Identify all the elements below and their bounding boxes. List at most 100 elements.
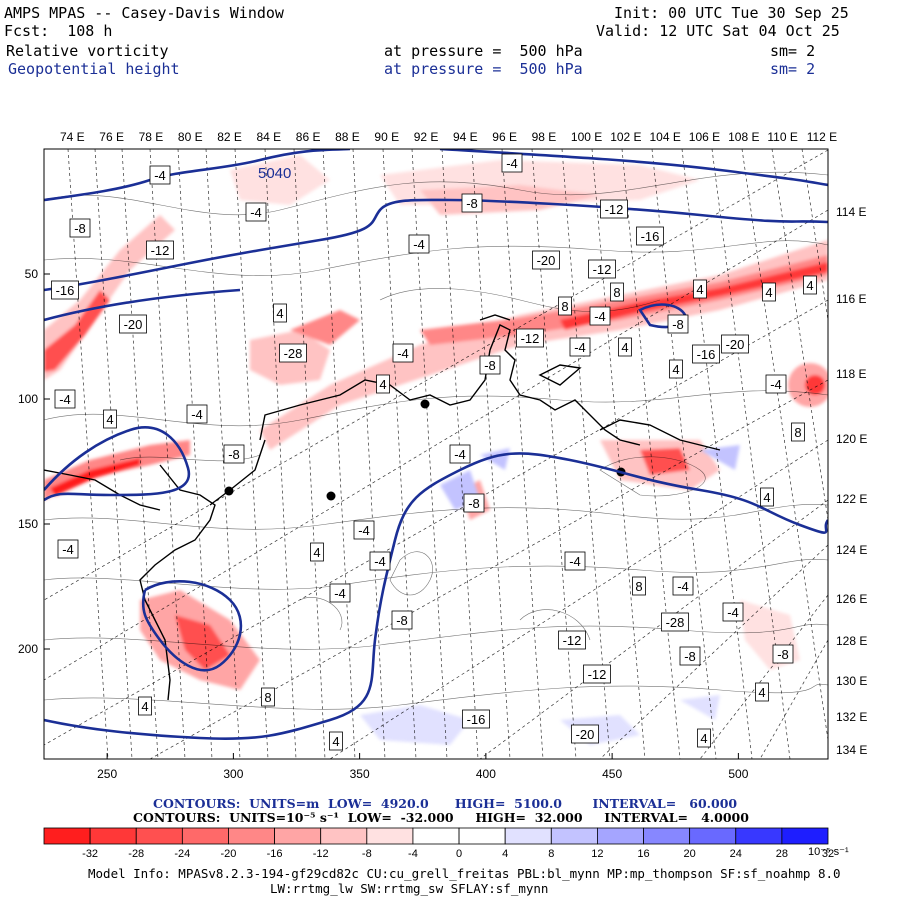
bottom-x-label: 500 bbox=[728, 767, 748, 781]
vort-label: -4 bbox=[727, 605, 739, 620]
vort-label-box bbox=[558, 296, 572, 316]
model-info-line2: LW:rrtmg_lw SW:rrtmg_sw SFLAY:sf_mynn bbox=[270, 881, 549, 896]
right-lon-label: 124 E bbox=[836, 543, 867, 557]
right-lon-label: 122 E bbox=[836, 492, 867, 506]
vort-label: -8 bbox=[484, 358, 496, 373]
vort-label: 4 bbox=[621, 340, 628, 355]
right-lon-label: 126 E bbox=[836, 592, 867, 606]
top-lon-label: 76 E bbox=[99, 130, 124, 144]
vort-label: -4 bbox=[374, 554, 386, 569]
vort-label-box bbox=[462, 709, 490, 729]
vort-label: -28 bbox=[666, 615, 685, 630]
bottom-x-axis-labels: 250 300 350 400 450 500 bbox=[97, 753, 749, 781]
vort-label-box bbox=[532, 250, 560, 270]
vort-label-box bbox=[57, 539, 79, 559]
left-y-label: 200 bbox=[18, 642, 38, 656]
colorbar-swatch bbox=[89, 827, 137, 845]
colorbar-swatch bbox=[181, 827, 229, 845]
colorbar-tick-label: 24 bbox=[730, 848, 742, 860]
vort-label: -8 bbox=[396, 613, 408, 628]
vort-label: -12 bbox=[151, 243, 170, 258]
right-lon-label: 128 E bbox=[836, 634, 867, 648]
vort-label-box bbox=[558, 630, 586, 650]
vort-label: 4 bbox=[763, 490, 770, 505]
vort-label-box bbox=[583, 664, 611, 684]
colorbar-swatch bbox=[735, 827, 783, 845]
colorbar-swatch bbox=[643, 827, 691, 845]
vorticity-contour-info: CONTOURS: UNITS=10⁻⁵ s⁻¹ LOW= -32.000 HI… bbox=[133, 810, 749, 825]
vort-label-box bbox=[692, 344, 720, 364]
vort-label-box bbox=[54, 389, 76, 409]
colorbar-swatch bbox=[135, 827, 183, 845]
vort-label: -4 bbox=[574, 340, 586, 355]
left-y-label: 100 bbox=[18, 392, 38, 406]
vort-label: -8 bbox=[228, 447, 240, 462]
vort-label: -4 bbox=[62, 542, 74, 557]
vort-label: 4 bbox=[765, 285, 772, 300]
vort-label-box bbox=[103, 409, 117, 429]
vort-label: -4 bbox=[334, 586, 346, 601]
vort-label-box bbox=[672, 576, 694, 596]
vort-label-box bbox=[329, 583, 351, 603]
vort-label: 4 bbox=[700, 731, 707, 746]
vort-label-box bbox=[564, 551, 586, 571]
vort-label-box bbox=[772, 644, 794, 664]
top-longitude-labels: 74 E 76 E 78 E 80 E 82 E 84 E 86 E 88 E 90 E 92 E… bbox=[60, 130, 837, 144]
vort-label: 8 bbox=[635, 579, 642, 594]
colorbar-tick-label: 20 bbox=[684, 848, 696, 860]
bottom-x-label: 300 bbox=[223, 767, 243, 781]
vort-label-box bbox=[501, 153, 523, 173]
top-lon-label: 110 E bbox=[767, 130, 797, 144]
vort-label-box bbox=[392, 343, 414, 363]
colorbar-tick-label: 28 bbox=[776, 848, 788, 860]
vort-label: -4 bbox=[250, 205, 262, 220]
vort-label-box bbox=[146, 240, 174, 260]
vort-label: -12 bbox=[593, 262, 612, 277]
field2-smoothing: sm= 2 bbox=[770, 60, 816, 78]
top-lon-label: 100 E bbox=[571, 130, 602, 144]
colorbar-tick-label: -8 bbox=[362, 848, 372, 860]
colorbar-tick-label: 8 bbox=[548, 848, 554, 860]
vort-label: -16 bbox=[697, 347, 716, 362]
vort-label-box bbox=[765, 374, 787, 394]
bottom-x-label: 250 bbox=[97, 767, 117, 781]
right-lon-label: 134 E bbox=[836, 743, 867, 757]
top-lon-label: 86 E bbox=[296, 130, 321, 144]
colorbar-tick-label: 4 bbox=[502, 848, 508, 860]
right-longitude-labels: 114 E 116 E 118 E 120 E 122 E 124 E 126 E 128 E… bbox=[836, 205, 867, 757]
vort-label: 8 bbox=[561, 299, 568, 314]
colorbar-swatch bbox=[689, 827, 737, 845]
colorbar-swatch bbox=[597, 827, 644, 845]
vort-label-box bbox=[636, 226, 664, 246]
vort-label-box bbox=[762, 282, 776, 302]
vort-label-box bbox=[618, 337, 632, 357]
vort-label-box bbox=[369, 551, 391, 571]
vort-label: 4 bbox=[332, 734, 339, 749]
colorbar-swatch bbox=[320, 827, 368, 845]
top-lon-label: 74 E bbox=[60, 130, 85, 144]
vort-label-box bbox=[463, 493, 485, 513]
vort-label: 8 bbox=[264, 690, 271, 705]
top-lon-label: 104 E bbox=[650, 130, 681, 144]
vort-label: 4 bbox=[696, 282, 703, 297]
vort-label: -8 bbox=[684, 649, 696, 664]
right-lon-label: 114 E bbox=[836, 205, 866, 219]
colorbar-swatch bbox=[43, 827, 91, 845]
vort-label: -12 bbox=[521, 331, 540, 346]
vort-label-box bbox=[600, 199, 628, 219]
top-lon-label: 102 E bbox=[610, 130, 641, 144]
coastline bbox=[44, 314, 721, 701]
top-lon-label: 96 E bbox=[492, 130, 517, 144]
top-lon-label: 78 E bbox=[139, 130, 164, 144]
vort-label: 4 bbox=[106, 412, 113, 427]
vort-label-box bbox=[479, 355, 501, 375]
vort-label-box bbox=[588, 259, 616, 279]
vort-label-box bbox=[760, 487, 774, 507]
vort-label: -20 bbox=[124, 317, 143, 332]
right-lon-label: 132 E bbox=[836, 710, 867, 724]
vort-label: -16 bbox=[467, 712, 486, 727]
vort-label-box bbox=[273, 303, 287, 323]
vort-label: 4 bbox=[141, 699, 148, 714]
colorbar-tick-label: -4 bbox=[408, 848, 418, 860]
vort-label-box bbox=[51, 280, 79, 300]
